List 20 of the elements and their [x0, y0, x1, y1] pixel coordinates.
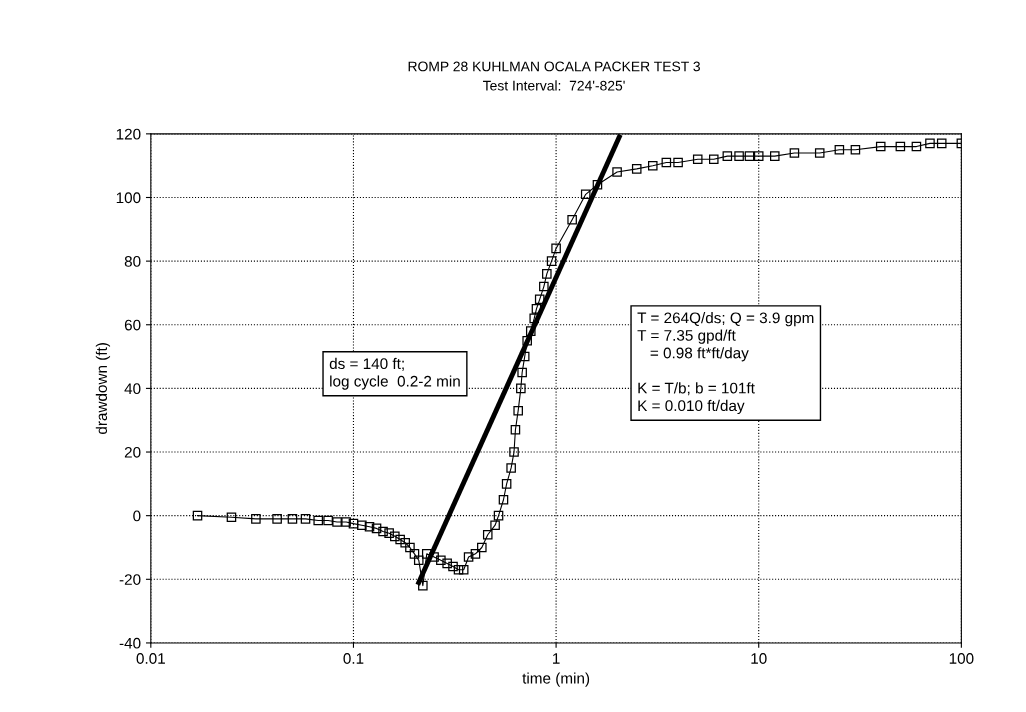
x-tick-label: 1 — [553, 653, 560, 664]
y-tick-label: -20 — [119, 574, 141, 585]
annotation: ds = 140 ft; log cycle 0.2-2 min — [329, 357, 460, 390]
x-tick-label: 0.01 — [136, 653, 165, 664]
y-tick-label: 60 — [124, 319, 141, 331]
y-tick-label: -40 — [119, 637, 141, 649]
y-tick-label: 0 — [133, 510, 141, 522]
chart-subtitle: Test Interval: 724'-825' — [483, 80, 625, 91]
chart-title: ROMP 28 KUHLMAN OCALA PACKER TEST 3 — [408, 61, 700, 72]
y-tick-label: 40 — [124, 383, 141, 395]
text: T = 264Q/ds; Q = 3.9 gpm T = 7.35 gpd/ft = 0.98 ft*ft/day K = T/b; b = 101ft K = 0.010 ft/day — [637, 312, 814, 415]
y-tick-label: 100 — [116, 192, 141, 204]
x-tick-label: 100 — [949, 653, 974, 664]
y-tick-label: 20 — [124, 446, 141, 458]
x-tick-label: 0.1 — [343, 653, 364, 664]
y-axis-title: drawdown (ft) — [95, 343, 111, 435]
y-tick-label: 120 — [116, 128, 141, 140]
y-tick-label: 80 — [124, 255, 141, 267]
x-axis-title: time (min) — [522, 672, 590, 687]
x-tick-label: 10 — [751, 653, 767, 664]
